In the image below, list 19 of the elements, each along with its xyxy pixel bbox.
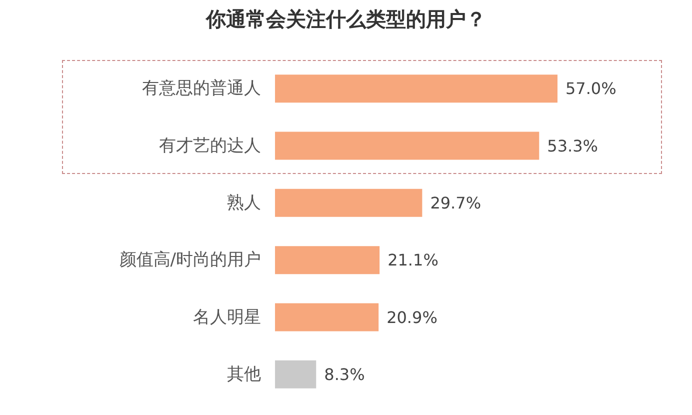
data-label: 21.1%: [388, 250, 438, 270]
y-tick-label: 有意思的普通人: [142, 78, 261, 99]
y-tick-label: 熟人: [227, 192, 261, 213]
y-tick-label: 有才艺的达人: [159, 136, 261, 156]
data-label: 8.3%: [324, 364, 365, 384]
data-label: 53.3%: [547, 136, 598, 156]
chart-title: 你通常会关注什么类型的用户？: [205, 7, 486, 31]
data-label: 20.9%: [386, 308, 438, 327]
data-label: 57.0%: [565, 79, 616, 98]
bar: [275, 132, 540, 160]
bar: [275, 188, 422, 217]
y-tick-label: 颜值高/时尚的用户: [119, 250, 261, 270]
bar: [275, 246, 380, 274]
y-tick-label: 名人明星: [193, 307, 261, 328]
bar: [275, 360, 316, 388]
data-label: 29.7%: [430, 193, 482, 212]
y-tick-label: 其他: [227, 364, 261, 384]
bar: [275, 303, 379, 332]
bar: [275, 74, 558, 103]
